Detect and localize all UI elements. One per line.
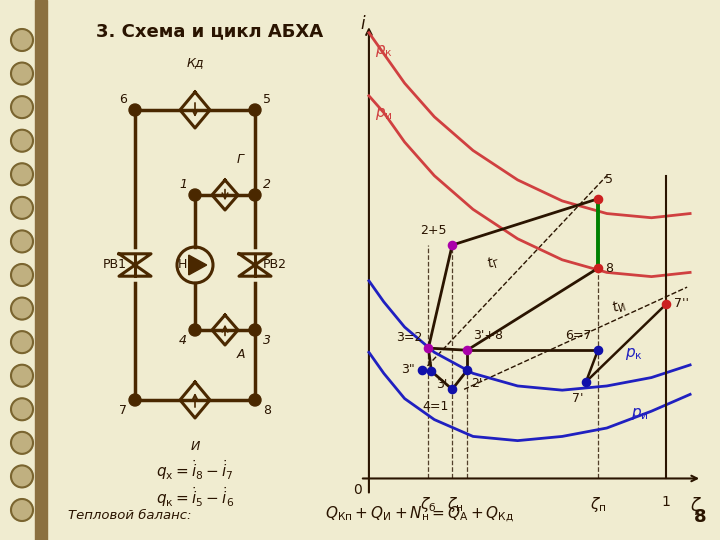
Circle shape: [11, 432, 33, 454]
Point: [462, 346, 473, 355]
Circle shape: [11, 163, 33, 185]
Circle shape: [11, 364, 33, 387]
Text: 6: 6: [119, 93, 127, 106]
Text: 0: 0: [353, 483, 361, 497]
Text: 7'': 7'': [674, 298, 689, 310]
Circle shape: [11, 399, 33, 420]
Text: $t_{\rm И}$: $t_{\rm И}$: [610, 297, 628, 317]
Text: 6=7: 6=7: [565, 329, 592, 342]
Text: $q_{\rm к} =\dot{i}_5 - \dot{i}_6$: $q_{\rm к} =\dot{i}_5 - \dot{i}_6$: [156, 485, 234, 509]
Circle shape: [11, 298, 33, 320]
Text: $t_{\Gamma}$: $t_{\Gamma}$: [485, 253, 503, 273]
Polygon shape: [189, 255, 207, 275]
Text: $\zeta_{\rm п}$: $\zeta_{\rm п}$: [590, 495, 606, 514]
Text: 1: 1: [179, 178, 187, 191]
Text: 2+5: 2+5: [420, 224, 446, 237]
Point: [423, 344, 434, 353]
Text: 2': 2': [472, 377, 483, 390]
Circle shape: [11, 197, 33, 219]
Text: $Q_{\rm Кп} + Q_{\rm И} + N_{\rm н} = Q_{\rm А} + Q_{\rm Кд}$: $Q_{\rm Кп} + Q_{\rm И} + N_{\rm н} = Q_…: [325, 504, 515, 524]
Text: 7': 7': [572, 392, 583, 405]
Text: 3. Схема и цикл АБХА: 3. Схема и цикл АБХА: [96, 22, 323, 40]
Bar: [35, 0, 47, 540]
Circle shape: [249, 104, 261, 116]
Circle shape: [11, 264, 33, 286]
Point: [592, 346, 603, 355]
Text: 1: 1: [662, 495, 671, 509]
Text: $q_{\rm x} =\dot{i}_8 - \dot{i}_7$: $q_{\rm x} =\dot{i}_8 - \dot{i}_7$: [156, 458, 234, 482]
Point: [417, 366, 428, 374]
Text: А: А: [237, 348, 246, 361]
Point: [426, 367, 437, 375]
Text: 8: 8: [606, 262, 613, 275]
Circle shape: [11, 63, 33, 85]
Circle shape: [11, 499, 33, 521]
Point: [446, 241, 458, 249]
Point: [660, 300, 672, 308]
Text: Кд: Кд: [186, 56, 204, 69]
Point: [592, 194, 603, 203]
Text: $\zeta_{\rm н}$: $\zeta_{\rm н}$: [447, 495, 464, 514]
Circle shape: [11, 331, 33, 353]
Text: Н: Н: [178, 259, 187, 272]
Text: 4=1: 4=1: [423, 400, 449, 413]
Circle shape: [11, 130, 33, 152]
Point: [580, 377, 592, 386]
Text: РВ2: РВ2: [263, 259, 287, 272]
Text: 4: 4: [179, 334, 187, 347]
Text: $p_{\rm к}$: $p_{\rm к}$: [375, 43, 392, 59]
Text: $i$: $i$: [360, 15, 366, 33]
Text: 5: 5: [263, 93, 271, 106]
Circle shape: [11, 29, 33, 51]
Text: $\zeta$: $\zeta$: [690, 495, 702, 517]
Circle shape: [129, 104, 141, 116]
Text: 3=2: 3=2: [396, 331, 423, 344]
Circle shape: [189, 324, 201, 336]
Circle shape: [189, 189, 201, 201]
Text: $\zeta_{\rm б}$: $\zeta_{\rm б}$: [420, 495, 436, 514]
Text: Тепловой баланс:: Тепловой баланс:: [68, 509, 192, 522]
Circle shape: [11, 231, 33, 252]
Circle shape: [249, 394, 261, 406]
Circle shape: [249, 324, 261, 336]
Text: $p_{\rm и}$: $p_{\rm и}$: [631, 407, 648, 422]
Text: 3: 3: [263, 334, 271, 347]
Circle shape: [249, 189, 261, 201]
Circle shape: [11, 96, 33, 118]
Text: И: И: [190, 440, 199, 453]
Text: 3'+8: 3'+8: [473, 329, 503, 342]
Text: 3": 3": [401, 363, 415, 376]
Text: 7: 7: [119, 404, 127, 417]
Circle shape: [129, 394, 141, 406]
Text: $p_{\rm к}$: $p_{\rm к}$: [625, 346, 642, 361]
Text: Г: Г: [237, 153, 244, 166]
Text: $p_{\rm и}$: $p_{\rm и}$: [375, 106, 392, 122]
Text: 8: 8: [693, 508, 706, 526]
Circle shape: [11, 465, 33, 488]
Text: 5: 5: [606, 173, 613, 186]
Point: [592, 264, 603, 273]
Text: 8: 8: [263, 404, 271, 417]
Point: [462, 366, 473, 375]
Point: [446, 385, 458, 394]
Text: РВ1: РВ1: [103, 259, 127, 272]
Text: 2: 2: [263, 178, 271, 191]
Text: 3': 3': [436, 377, 447, 390]
